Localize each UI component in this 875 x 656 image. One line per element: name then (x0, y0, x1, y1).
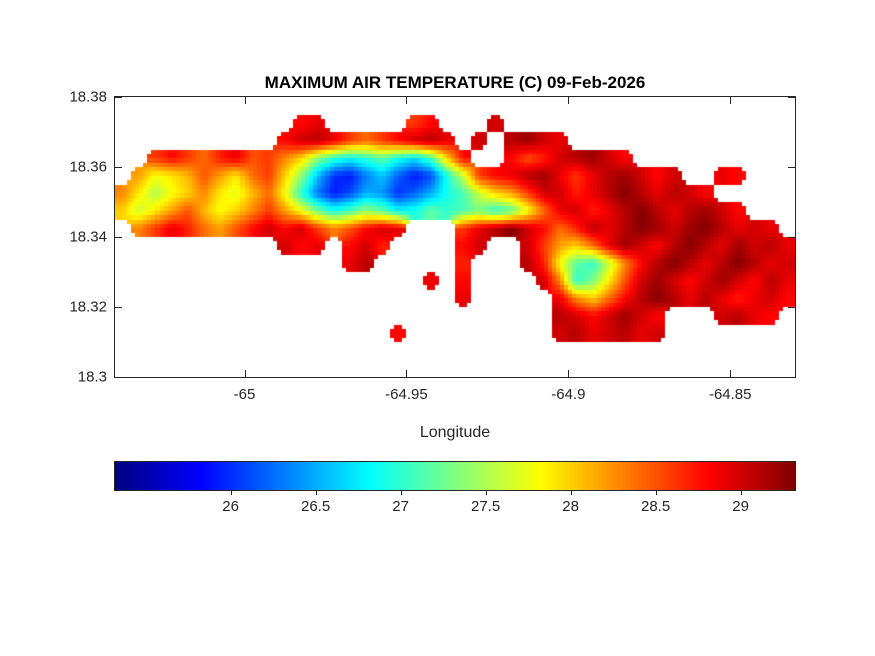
colorbar-tick-label: 26.5 (300, 498, 331, 515)
colorbar-tick-label: 27 (392, 498, 409, 515)
colorbar-tick-mark (655, 491, 657, 495)
x-tick-mark (406, 97, 408, 104)
colorbar (114, 461, 796, 491)
chart-title: MAXIMUM AIR TEMPERATURE (C) 09-Feb-2026 (264, 73, 646, 92)
y-tick-mark (115, 307, 122, 308)
x-tick-mark (730, 370, 732, 377)
y-tick-mark (788, 167, 795, 168)
colorbar-tick-label: 29 (732, 498, 749, 515)
x-tick-mark (568, 97, 570, 104)
y-tick-mark (115, 167, 122, 168)
heatmap-canvas (115, 97, 795, 377)
colorbar-tick-mark (230, 491, 232, 495)
y-tick-label: 18.38 (69, 88, 107, 106)
y-tick-label: 18.36 (69, 158, 107, 176)
y-tick-mark (788, 237, 795, 238)
plot-area (114, 96, 796, 378)
x-tick-mark (568, 370, 570, 377)
colorbar-tick-mark (400, 491, 402, 495)
colorbar-tick-mark (315, 491, 317, 495)
y-tick-mark (115, 377, 122, 378)
y-tick-label: 18.3 (77, 368, 107, 386)
colorbar-tick-label: 28.5 (640, 498, 671, 515)
colorbar-tick-label: 27.5 (470, 498, 501, 515)
colorbar-canvas (115, 462, 795, 490)
colorbar-tick-mark (485, 491, 487, 495)
y-tick-mark (788, 377, 795, 378)
y-tick-label: 18.32 (69, 298, 107, 316)
y-tick-label: 18.34 (69, 228, 107, 246)
colorbar-tick-mark (740, 491, 742, 495)
x-tick-mark (406, 370, 408, 377)
x-axis-label: Longitude (419, 424, 491, 441)
x-tick-label: -64.85 (708, 386, 752, 403)
colorbar-tick-mark (570, 491, 572, 495)
y-tick-mark (788, 97, 795, 98)
x-tick-mark (244, 97, 246, 104)
x-tick-label: -65 (233, 386, 256, 403)
y-tick-mark (788, 307, 795, 308)
x-tick-label: -64.9 (551, 386, 586, 403)
y-tick-mark (115, 237, 122, 238)
x-tick-label: -64.95 (385, 386, 428, 403)
colorbar-tick-label: 28 (562, 498, 579, 515)
x-tick-mark (730, 97, 732, 104)
x-tick-mark (244, 370, 246, 377)
colorbar-tick-label: 26 (222, 498, 239, 515)
y-tick-mark (115, 97, 122, 98)
